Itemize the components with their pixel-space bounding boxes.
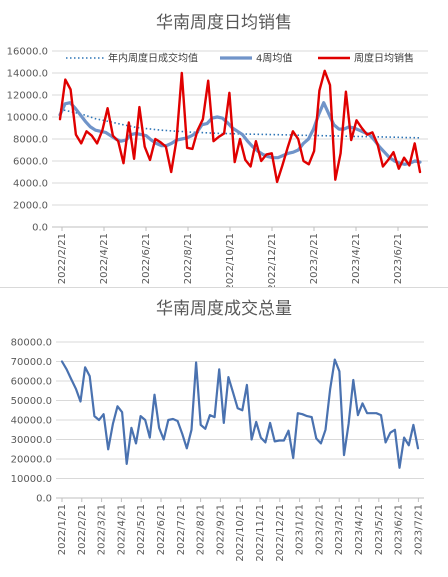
y-tick-label: 0.0: [36, 494, 52, 505]
x-tick-label: 2022/2/21: [57, 233, 68, 284]
x-tick-label: 2023/7/21: [413, 504, 424, 555]
chart-title: 华南周度日均销售: [156, 13, 292, 33]
x-tick-label: 2022/10/21: [235, 504, 246, 562]
legend-item: 周度日均销售: [318, 52, 414, 65]
y-tick-label: 16000.0: [7, 47, 48, 58]
x-tick-label: 2023/6/21: [393, 233, 404, 284]
y-tick-label: 10000.0: [7, 113, 48, 124]
x-tick-label: 2022/12/21: [267, 233, 278, 287]
panel-divider: [0, 287, 448, 288]
y-tick-label: 0.0: [32, 223, 48, 234]
series-line-1: [60, 358, 420, 469]
series-line-3: [58, 69, 422, 184]
x-tick-label: 2022/5/21: [136, 504, 147, 555]
legend-item: 年内周度日成交均值: [66, 52, 198, 65]
x-tick-label: 2023/6/21: [394, 504, 405, 555]
x-tick-label: 2022/6/21: [141, 233, 152, 284]
x-tick-label: 2022/4/21: [116, 504, 127, 555]
y-tick-label: 50000.0: [11, 396, 52, 407]
y-tick-label: 2000.0: [13, 201, 48, 212]
x-tick-label: 2023/4/21: [351, 233, 362, 284]
chart-title: 华南周度成交总量: [156, 299, 292, 319]
x-tick-label: 2022/3/21: [97, 504, 108, 555]
x-tick-label: 2023/2/21: [314, 504, 325, 555]
x-tick-label: 2022/7/21: [176, 504, 187, 555]
y-tick-label: 30000.0: [11, 435, 52, 446]
y-tick-label: 12000.0: [7, 91, 48, 102]
x-tick-label: 2022/11/21: [255, 504, 266, 562]
x-tick-label: 2022/8/21: [183, 233, 194, 284]
y-tick-label: 6000.0: [13, 157, 48, 168]
legend-item: 4周均值: [220, 52, 292, 65]
daily-sales-chart-panel: 华南周度日均销售 0.0 2000.0 4000.0 6000.0 8000.0 10000…: [0, 0, 448, 287]
legend-label: 周度日均销售: [354, 52, 414, 65]
y-tick-label: 40000.0: [11, 416, 52, 427]
x-tick-label: 2022/2/21: [77, 504, 88, 555]
x-tick-label: 2022/9/21: [215, 504, 226, 555]
y-tick-label: 60000.0: [11, 377, 52, 388]
x-tick-label: 2023/1/21: [295, 504, 306, 555]
x-tick-label: 2022/8/21: [196, 504, 207, 555]
y-tick-label: 14000.0: [7, 69, 48, 80]
x-tick-label: 2023/3/21: [334, 504, 345, 555]
y-tick-label: 70000.0: [11, 357, 52, 368]
total-volume-chart: 华南周度成交总量 0.0 10000.0 20000.0 30000.0 40000.0 5…: [11, 299, 425, 562]
x-tick-label: 2022/4/21: [99, 233, 110, 284]
y-tick-label: 4000.0: [13, 179, 48, 190]
series-line-2: [58, 101, 422, 166]
x-tick-label: 2022/12/21: [275, 504, 286, 562]
x-tick-label: 2023/4/21: [354, 504, 365, 555]
x-tick-label: 2022/6/21: [156, 504, 167, 555]
y-tick-label: 10000.0: [11, 474, 52, 485]
legend-label: 4周均值: [256, 52, 292, 65]
x-tick-label: 2022/10/21: [225, 233, 236, 287]
x-tick-label: 2023/2/21: [309, 233, 320, 284]
total-volume-chart-panel: 华南周度成交总量 0.0 10000.0 20000.0 30000.0 40000.0 5…: [0, 288, 448, 577]
daily-sales-chart: 华南周度日均销售 0.0 2000.0 4000.0 6000.0 8000.0 10000…: [7, 13, 428, 287]
y-tick-label: 8000.0: [13, 135, 48, 146]
y-tick-label: 80000.0: [11, 338, 52, 349]
x-tick-label: 2023/5/21: [374, 504, 385, 555]
y-tick-label: 20000.0: [11, 455, 52, 466]
legend-label: 年内周度日成交均值: [108, 52, 198, 65]
x-tick-label: 2022/1/21: [57, 504, 68, 555]
